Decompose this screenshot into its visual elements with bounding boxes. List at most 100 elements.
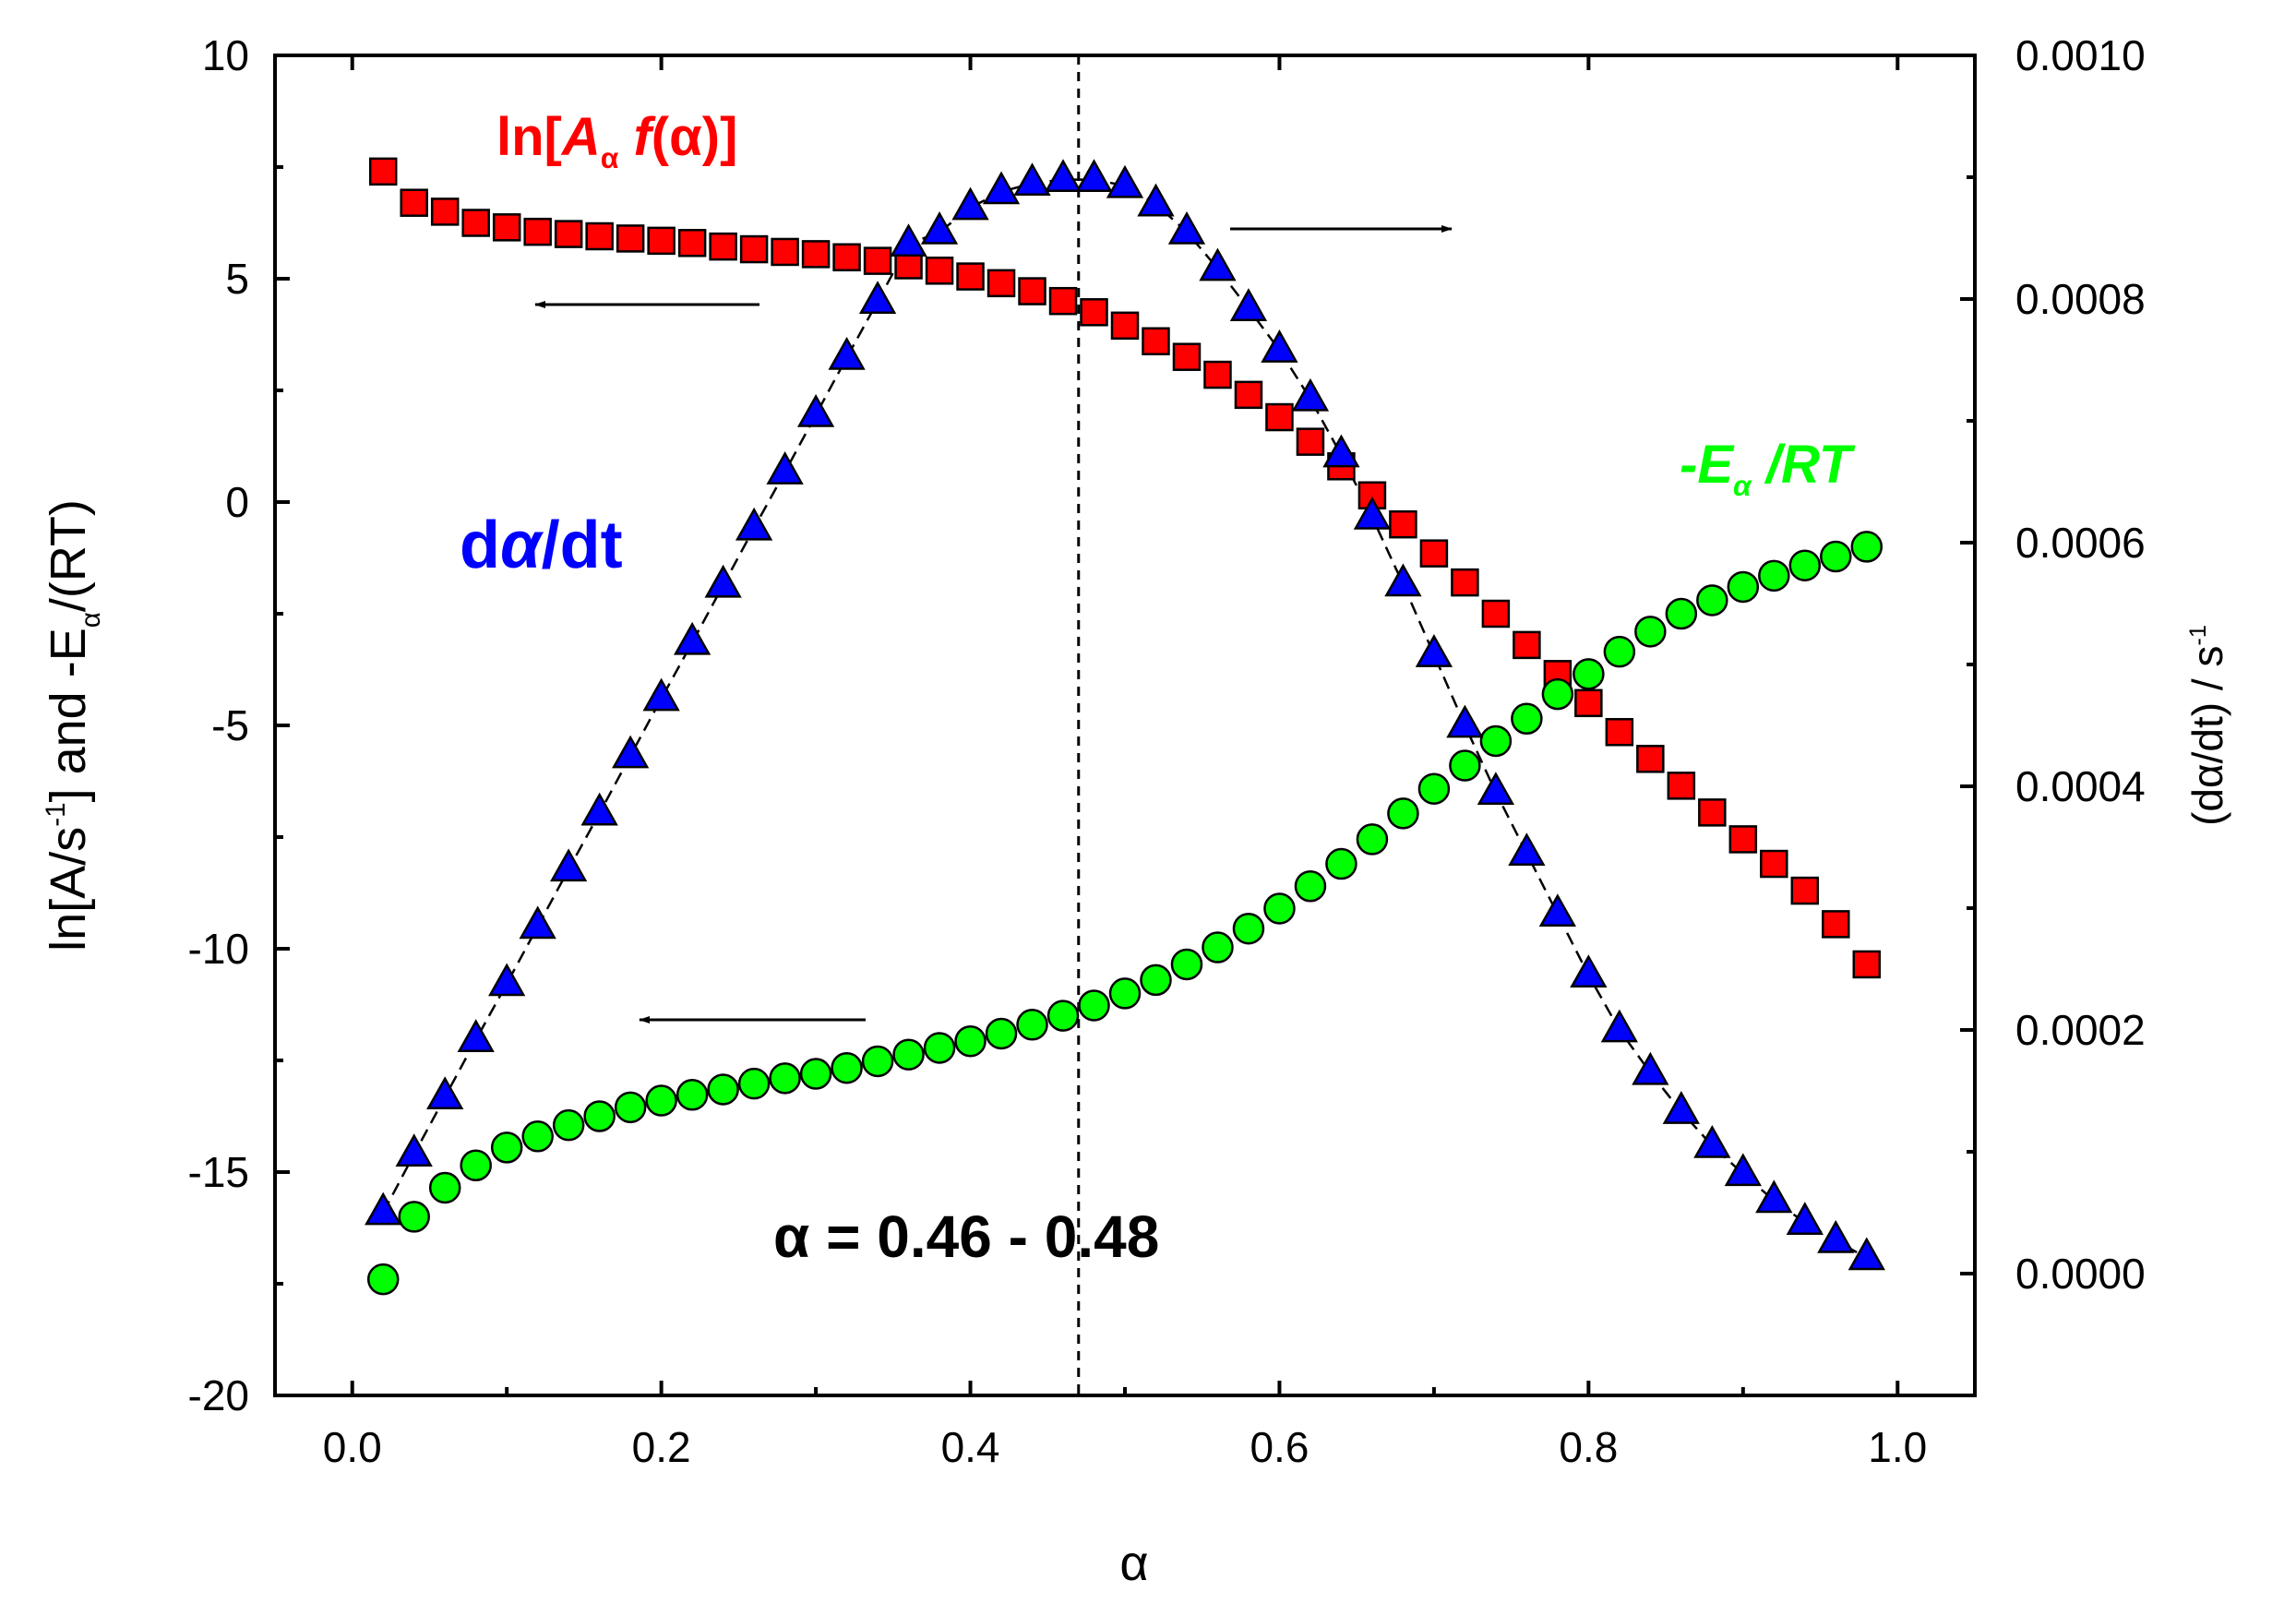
square-point <box>1203 360 1232 389</box>
x-axis-ticks: 0.0 0.2 0.4 0.6 0.8 1.0 <box>323 55 1927 1471</box>
ln-af-series <box>368 157 1882 979</box>
circle-point <box>460 1149 492 1181</box>
left-tick-label: -5 <box>211 701 249 749</box>
circle-point <box>1479 724 1513 758</box>
square-point <box>956 262 985 291</box>
left-tick-label: 0 <box>225 478 249 526</box>
ea-rt-label: -Eα /RT <box>1680 435 1856 502</box>
dadt-label: dα/dt <box>460 509 623 582</box>
triangle-point <box>612 735 650 769</box>
circle-point <box>428 1171 461 1204</box>
square-point <box>1110 311 1140 341</box>
triangle-point <box>982 171 1021 205</box>
triangle-point <box>1693 1125 1731 1158</box>
circle-point <box>1696 584 1728 616</box>
square-point <box>801 240 831 269</box>
circle-point <box>1108 977 1142 1010</box>
square-point <box>1419 539 1449 568</box>
circle-point <box>985 1017 1018 1050</box>
triangle-point <box>1786 1202 1824 1235</box>
x-tick-label: 1.0 <box>1868 1423 1927 1471</box>
left-axis-ticks: 10 5 0 -5 -10 -15 -20 <box>188 31 290 1419</box>
circle-point <box>645 1084 677 1117</box>
square-point <box>739 234 769 264</box>
square-point <box>1172 342 1202 371</box>
right-axis-ticks: 0.0010 0.0008 0.0006 0.0004 0.0002 0.0000 <box>1960 31 2146 1298</box>
triangle-point <box>1199 247 1237 281</box>
circle-point <box>1788 549 1822 581</box>
triangle-point <box>1508 832 1546 867</box>
triangle-point <box>920 211 959 245</box>
triangle-point <box>1817 1219 1855 1253</box>
circle-point <box>1634 616 1667 648</box>
square-point <box>1760 849 1788 879</box>
right-tick-label: 0.0002 <box>2015 1006 2146 1054</box>
dadt-connector-line <box>382 178 1868 1259</box>
square-point <box>1018 277 1046 305</box>
circle-point <box>521 1120 554 1153</box>
triangle-point <box>1322 434 1360 468</box>
circle-point <box>1078 989 1110 1022</box>
square-point <box>368 157 398 186</box>
circle-point <box>1850 531 1883 563</box>
circle-point <box>1417 772 1451 805</box>
triangle-point <box>1167 211 1206 245</box>
circle-point <box>1603 635 1636 668</box>
circle-point <box>831 1051 863 1084</box>
triangle-point <box>673 621 712 655</box>
circle-point <box>398 1201 430 1233</box>
circle-point <box>1325 847 1357 880</box>
circle-point <box>366 1263 400 1296</box>
right-tick-label: 0.0006 <box>2015 519 2146 567</box>
circle-point <box>954 1024 987 1058</box>
circle-point <box>799 1058 832 1090</box>
square-point <box>1513 630 1541 660</box>
triangle-point <box>1229 288 1268 321</box>
circle-point <box>1665 597 1698 630</box>
alpha-range-label: α = 0.46 - 0.48 <box>773 1203 1159 1270</box>
square-point <box>1265 402 1294 432</box>
square-point <box>832 243 861 272</box>
circle-point <box>1387 797 1419 830</box>
square-point <box>771 237 799 267</box>
triangle-point <box>1353 496 1392 530</box>
square-point <box>1636 745 1665 773</box>
square-point <box>492 213 521 242</box>
circle-point <box>676 1079 709 1111</box>
triangle-point <box>890 223 927 257</box>
triangle-point <box>828 336 866 370</box>
square-point <box>1451 568 1479 597</box>
triangle-point <box>519 905 556 940</box>
circle-point <box>1758 559 1790 593</box>
triangle-point <box>642 677 680 712</box>
square-point <box>616 224 645 253</box>
triangle-point <box>951 186 989 221</box>
triangle-point <box>1013 162 1051 197</box>
triangle-point <box>1538 893 1577 928</box>
square-point <box>987 269 1016 298</box>
circle-point <box>1511 702 1543 735</box>
ln-af-label: ln[Aα f(α)] <box>496 107 737 174</box>
triangle-point <box>1632 1051 1669 1085</box>
plot-frame <box>273 54 1977 1397</box>
square-point <box>1080 298 1108 327</box>
triangle-point <box>1848 1237 1885 1271</box>
left-tick-label: 10 <box>202 31 249 79</box>
square-point <box>523 217 552 246</box>
triangle-point <box>1662 1091 1700 1124</box>
circle-point <box>1294 869 1327 903</box>
triangle-point <box>580 792 618 826</box>
square-point <box>647 226 676 256</box>
square-point <box>1605 718 1634 747</box>
square-point <box>585 221 614 251</box>
triangle-point <box>1384 563 1422 597</box>
square-point <box>1481 599 1511 628</box>
right-tick-label: 0.0000 <box>2015 1250 2146 1298</box>
x-tick-label: 0.8 <box>1559 1423 1618 1471</box>
x-tick-label: 0.6 <box>1250 1423 1309 1471</box>
circle-point <box>923 1032 956 1064</box>
circle-point <box>1573 658 1605 690</box>
x-axis-title: α <box>1119 1536 1148 1591</box>
triangle-point <box>1044 159 1082 193</box>
square-point <box>1698 798 1727 827</box>
